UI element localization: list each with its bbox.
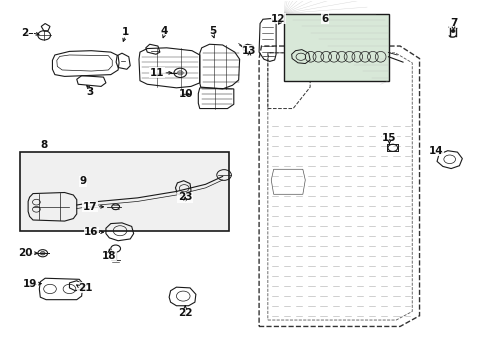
Text: 14: 14: [428, 146, 443, 156]
Text: 5: 5: [209, 26, 216, 36]
Text: 13: 13: [242, 46, 256, 56]
Text: 4: 4: [160, 26, 167, 36]
Circle shape: [450, 30, 454, 32]
Text: 3: 3: [86, 87, 93, 98]
Text: 12: 12: [271, 14, 285, 23]
Circle shape: [40, 251, 45, 255]
Bar: [20, 152, 228, 231]
Text: 7: 7: [449, 18, 456, 28]
Text: 9: 9: [80, 176, 86, 186]
Text: 17: 17: [82, 202, 97, 212]
Bar: [284, 14, 388, 81]
Text: 6: 6: [321, 14, 327, 23]
Circle shape: [177, 71, 183, 75]
Text: 11: 11: [149, 68, 164, 78]
Text: 23: 23: [178, 192, 192, 202]
Text: 16: 16: [84, 227, 99, 237]
Text: 20: 20: [19, 248, 33, 258]
Text: 18: 18: [102, 251, 116, 261]
Text: 15: 15: [381, 133, 396, 143]
Text: 21: 21: [78, 283, 92, 293]
Text: 22: 22: [178, 308, 192, 318]
Text: 1: 1: [122, 27, 129, 37]
Text: 10: 10: [179, 89, 193, 99]
Text: 8: 8: [41, 140, 48, 150]
Text: 19: 19: [22, 279, 37, 289]
Text: 2: 2: [21, 28, 28, 38]
